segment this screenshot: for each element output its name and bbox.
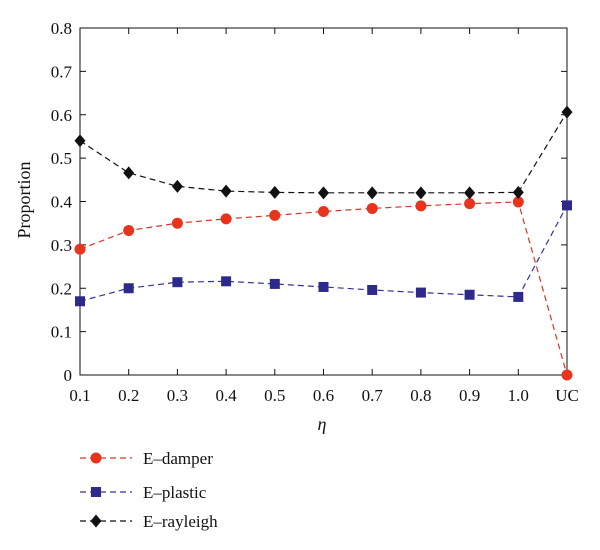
series-line-rayleigh — [79, 111, 568, 194]
y-tick-label: 0.8 — [51, 19, 72, 38]
x-tick-label: 1.0 — [508, 386, 529, 405]
legend: E–damper E–plastic E–rayleigh — [80, 449, 218, 531]
x-tick-label: 0.7 — [362, 386, 384, 405]
series-plastic — [75, 200, 572, 307]
data-point-rayleigh — [171, 179, 183, 193]
x-tick-label: 0.2 — [118, 386, 139, 405]
legend-item-rayleigh: E–rayleigh — [80, 512, 218, 531]
data-point-plastic — [367, 284, 378, 295]
x-tick-label: UC — [555, 386, 579, 405]
series-layer — [74, 105, 573, 381]
x-tick-label: 0.8 — [410, 386, 431, 405]
data-point-plastic — [464, 289, 475, 300]
legend-label: E–damper — [143, 449, 213, 468]
data-point-damper — [512, 196, 524, 208]
legend-marker — [90, 514, 102, 528]
data-point-rayleigh — [220, 184, 232, 198]
legend-marker — [90, 452, 102, 464]
data-point-damper — [318, 205, 329, 217]
data-point-plastic — [562, 200, 572, 211]
data-point-rayleigh — [318, 186, 329, 200]
data-point-plastic — [123, 283, 134, 294]
data-point-plastic — [318, 281, 329, 292]
y-tick-label: 0.1 — [51, 323, 72, 342]
x-axis-title: η — [318, 414, 327, 434]
legend-item-damper: E–damper — [80, 449, 213, 468]
data-point-rayleigh — [415, 186, 427, 200]
y-tick-label: 0.6 — [51, 106, 72, 125]
x-tick-label: 0.4 — [215, 386, 237, 405]
data-point-rayleigh — [512, 185, 524, 199]
series-damper — [74, 196, 573, 381]
y-tick-label: 0.3 — [51, 236, 72, 255]
data-point-damper — [415, 200, 427, 212]
data-point-damper — [171, 217, 183, 229]
data-point-plastic — [221, 276, 232, 287]
y-tick-label: 0.7 — [51, 62, 73, 81]
x-tick-label: 0.1 — [69, 386, 90, 405]
data-point-damper — [123, 225, 135, 237]
plot-frame — [79, 27, 568, 376]
legend-marker — [91, 487, 101, 497]
data-point-plastic — [172, 277, 183, 288]
legend-label: E–rayleigh — [143, 512, 218, 531]
legend-item-plastic: E–plastic — [80, 483, 207, 502]
data-point-damper — [74, 243, 86, 255]
y-tick-label: 0 — [64, 366, 73, 385]
x-tick-label: 0.5 — [264, 386, 285, 405]
data-point-rayleigh — [561, 105, 573, 119]
legend-label: E–plastic — [143, 483, 207, 502]
y-tick-label: 0.4 — [51, 193, 73, 212]
data-point-damper — [269, 209, 281, 221]
axes-layer: 0.1 0.2 0.3 0.4 0.5 0.6 0.7 0.8 0.9 1.0 UC00.10.20… — [51, 19, 579, 405]
series-line-damper — [79, 201, 568, 376]
data-point-rayleigh — [269, 185, 281, 199]
y-tick-label: 0.5 — [51, 149, 72, 168]
series-rayleigh — [74, 105, 573, 200]
y-axis-title: Proportion — [14, 161, 34, 238]
data-point-plastic — [415, 287, 426, 298]
data-point-rayleigh — [366, 186, 378, 200]
data-point-rayleigh — [123, 166, 135, 180]
data-point-damper — [366, 202, 378, 214]
data-point-plastic — [269, 278, 280, 289]
data-point-plastic — [75, 296, 85, 307]
data-point-damper — [220, 213, 232, 225]
y-tick-label: 0.2 — [51, 279, 72, 298]
data-point-rayleigh — [74, 134, 86, 148]
x-tick-label: 0.3 — [167, 386, 188, 405]
data-point-rayleigh — [464, 186, 476, 200]
x-tick-label: 0.9 — [459, 386, 480, 405]
data-point-plastic — [513, 291, 524, 302]
data-point-damper — [561, 369, 573, 381]
data-point-damper — [464, 198, 476, 210]
x-tick-label: 0.6 — [313, 386, 334, 405]
